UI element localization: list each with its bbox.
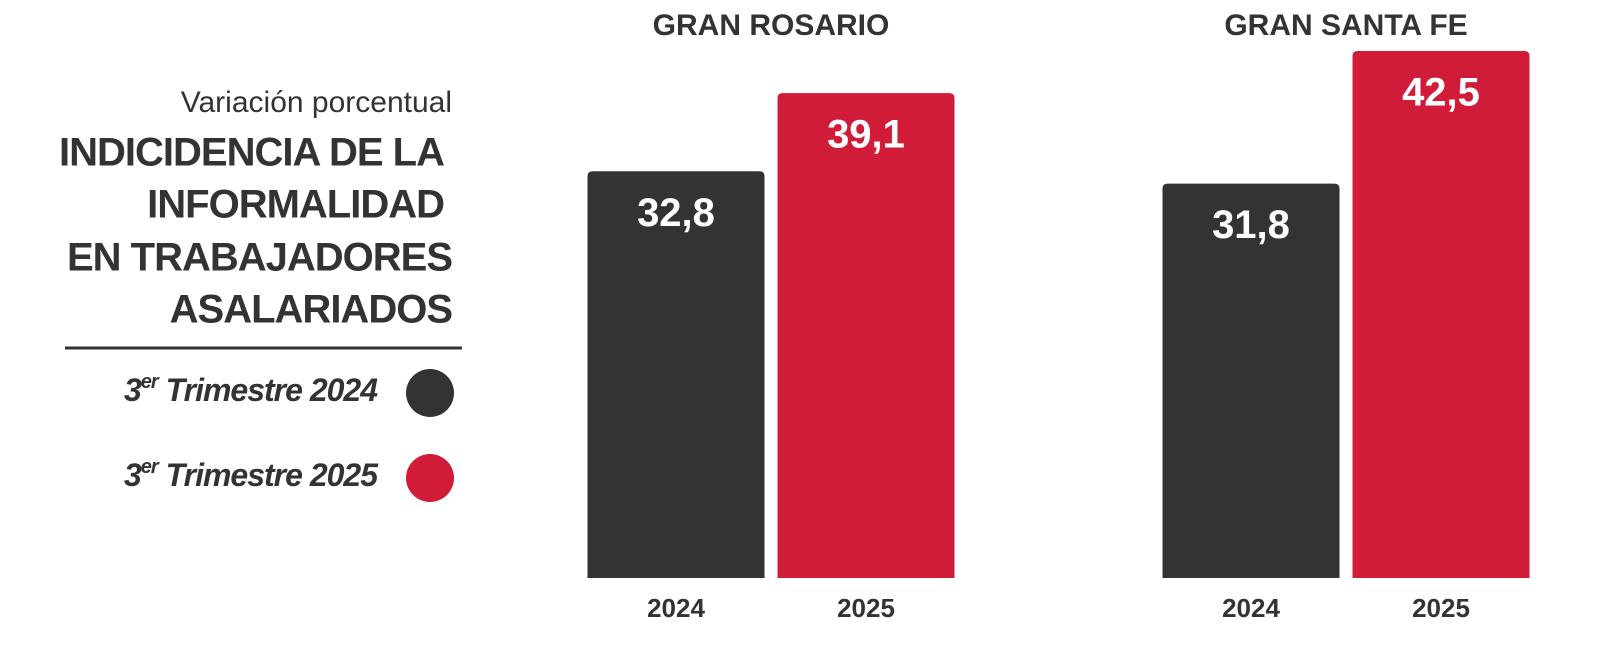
legend-label: 3er Trimestre 2024 bbox=[124, 371, 378, 408]
x-tick-label: 2024 bbox=[1222, 593, 1280, 623]
legend-ordinal-suffix: er bbox=[141, 371, 160, 393]
x-tick-label: 2025 bbox=[837, 593, 895, 623]
value-label: 32,8 bbox=[637, 191, 715, 235]
legend-ordinal-suffix: er bbox=[141, 456, 160, 478]
x-tick-label: 2024 bbox=[647, 593, 705, 623]
x-tick-label: 2025 bbox=[1412, 593, 1470, 623]
legend-ordinal: 3 bbox=[124, 372, 142, 408]
legend-ordinal: 3 bbox=[124, 457, 142, 493]
value-label: 31,8 bbox=[1212, 203, 1290, 247]
bar bbox=[587, 171, 765, 578]
legend-text: Trimestre 2024 bbox=[166, 372, 379, 408]
chart-title: GRAN ROSARIO bbox=[653, 9, 890, 42]
bar bbox=[1162, 183, 1340, 578]
legend-label: 3er Trimestre 2025 bbox=[124, 456, 379, 493]
title-line: INFORMALIDAD bbox=[147, 183, 444, 227]
title-line: EN TRABAJADORES bbox=[67, 236, 452, 280]
chart-title: GRAN SANTA FE bbox=[1224, 9, 1467, 42]
legend-text: Trimestre 2025 bbox=[166, 457, 380, 493]
legend-swatch bbox=[406, 454, 454, 502]
value-label: 39,1 bbox=[827, 113, 905, 157]
bar bbox=[1352, 51, 1530, 578]
subtitle: Variación porcentual bbox=[181, 86, 452, 119]
value-label: 42,5 bbox=[1402, 71, 1480, 115]
title-line: INDICIDENCIA DE LA bbox=[59, 131, 444, 175]
bar bbox=[777, 93, 955, 578]
legend-swatch bbox=[406, 369, 454, 417]
title-line: ASALARIADOS bbox=[170, 288, 453, 332]
